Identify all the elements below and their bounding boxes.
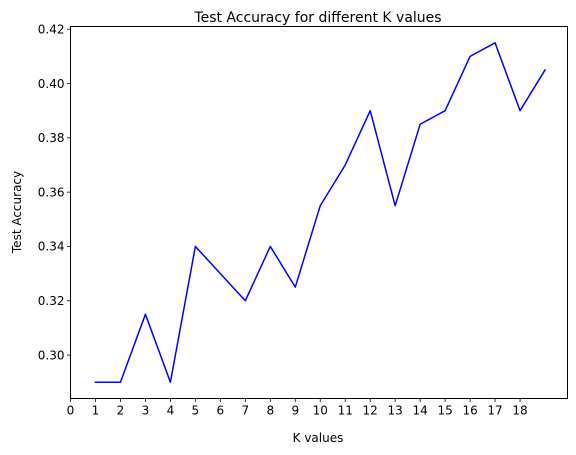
y-tick-label: 0.30 bbox=[38, 348, 65, 362]
x-tick-label: 11 bbox=[338, 404, 353, 418]
x-tick-label: 6 bbox=[217, 404, 225, 418]
x-axis-label: K values bbox=[293, 431, 344, 445]
x-tick-label: 17 bbox=[487, 404, 502, 418]
y-tick-label: 0.34 bbox=[38, 240, 65, 254]
y-tick-label: 0.40 bbox=[38, 77, 65, 91]
plot-frame bbox=[70, 26, 568, 399]
x-tick-label: 9 bbox=[291, 404, 299, 418]
plot-area: 0 1 2 3 4 5 6 7 8 9 10 11 12 13 14 15 16 17 18 0.300.320.3… bbox=[38, 23, 568, 418]
chart-title: Test Accuracy for different K values bbox=[193, 10, 441, 26]
x-tick-label: 2 bbox=[117, 404, 125, 418]
x-tick-label: 18 bbox=[512, 404, 527, 418]
y-axis-label: Test Accuracy bbox=[10, 171, 24, 254]
x-tick-label: 3 bbox=[142, 404, 150, 418]
x-tick-label: 13 bbox=[388, 404, 403, 418]
x-tick-label: 10 bbox=[313, 404, 328, 418]
series-layer bbox=[94, 42, 547, 383]
x-tick-label: 1 bbox=[92, 404, 100, 418]
y-tick-label: 0.42 bbox=[38, 23, 65, 37]
x-tick-label: 7 bbox=[242, 404, 250, 418]
x-tick-label: 16 bbox=[462, 404, 477, 418]
x-tick-label: 12 bbox=[363, 404, 378, 418]
x-tick-label: 15 bbox=[437, 404, 452, 418]
x-tick-label: 4 bbox=[167, 404, 175, 418]
y-axis: 0.30 0.32 0.34 0.36 0.38 0.40 0.42 bbox=[38, 23, 71, 362]
y-tick-label: 0.32 bbox=[38, 294, 65, 308]
x-tick-label: 0 bbox=[67, 404, 75, 418]
x-axis: 0 1 2 3 4 5 6 7 8 9 10 11 12 13 14 15 16 17 18 bbox=[67, 398, 528, 418]
y-tick-label: 0.36 bbox=[38, 185, 65, 199]
series-line bbox=[94, 42, 547, 383]
y-tick-label: 0.38 bbox=[38, 131, 65, 145]
x-tick-label: 5 bbox=[192, 404, 200, 418]
x-tick-label: 8 bbox=[266, 404, 274, 418]
x-tick-label: 14 bbox=[413, 404, 428, 418]
